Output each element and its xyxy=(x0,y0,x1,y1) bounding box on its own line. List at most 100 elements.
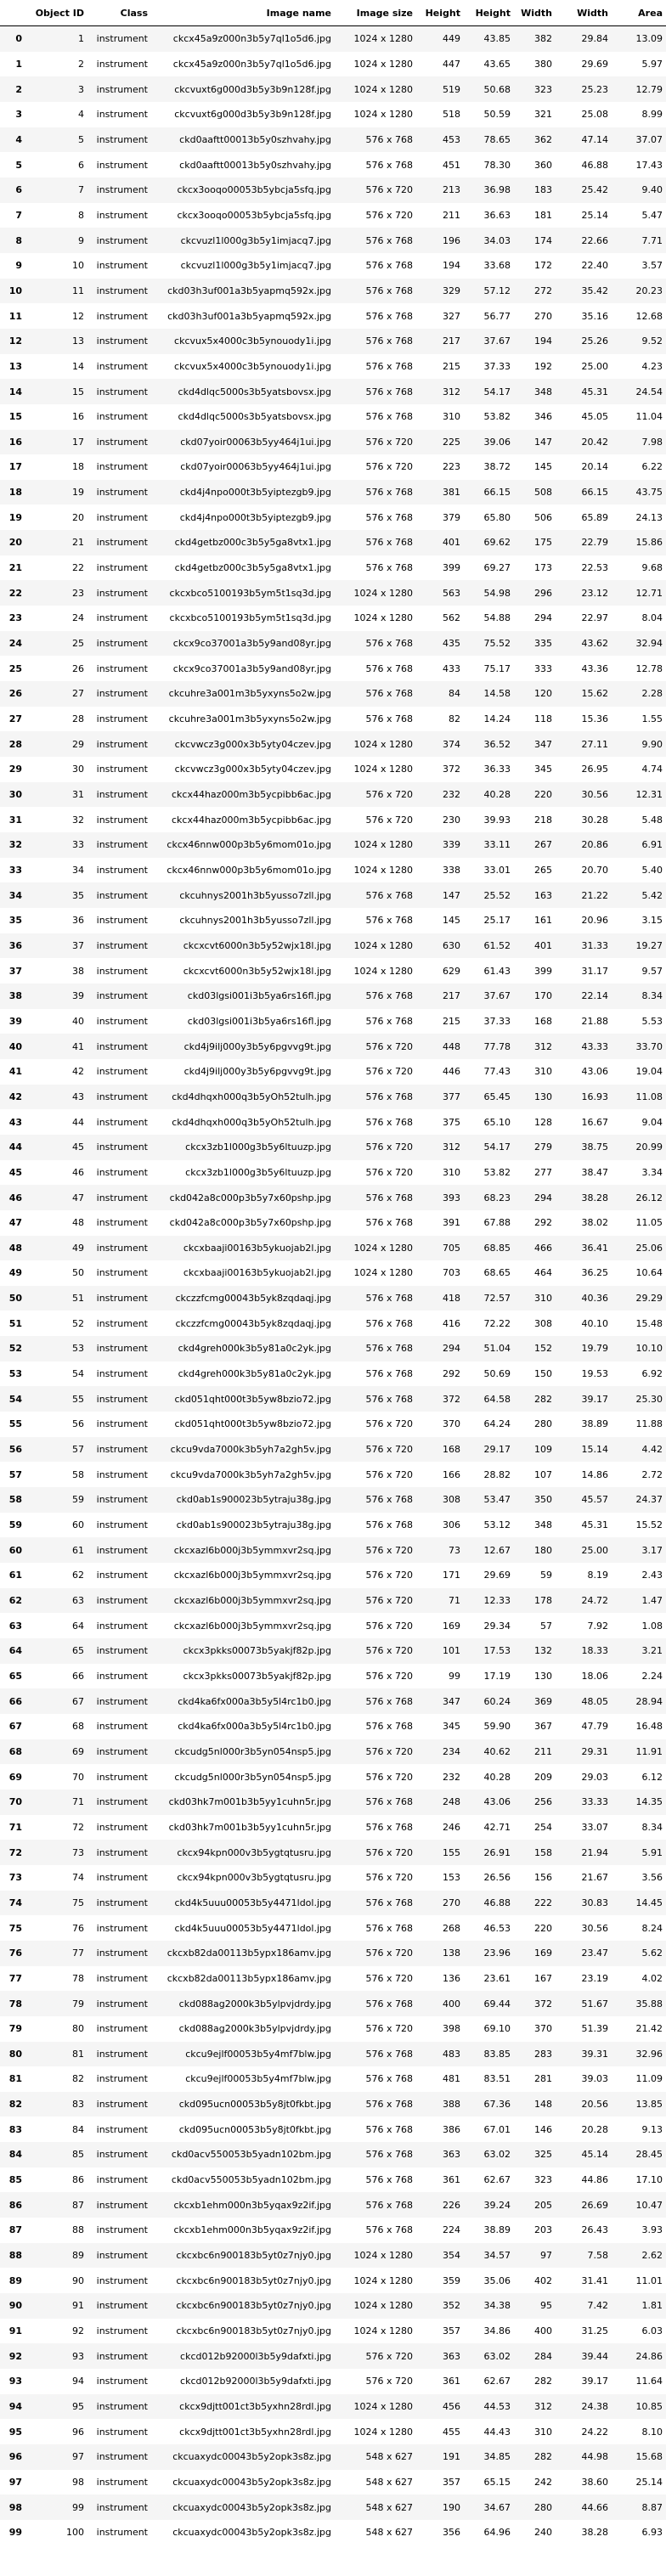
table-row: 6 7 instrument ckcx3ooqo00053b5ybcja5sfq.jp… xyxy=(0,177,666,203)
cell-index: 66 xyxy=(8,1695,22,1707)
cell-image-size: 1024 x 1280 xyxy=(353,839,414,851)
cell-area: 5.97 xyxy=(641,58,663,70)
cell-class: instrument xyxy=(96,2501,148,2513)
cell-object-id: 18 xyxy=(72,461,84,473)
cell-image-size: 576 x 768 xyxy=(365,1821,414,1833)
cell-width-px: 168 xyxy=(534,1015,552,1027)
table-row: 95 96 instrument ckcx9djtt001ct3b5yxhn28rdl… xyxy=(0,2419,666,2444)
table-header-row: Object ID Class Image name Image size Height… xyxy=(0,0,666,26)
cell-image-size: 1024 x 1280 xyxy=(353,965,414,977)
cell-height-px: 448 xyxy=(443,1040,460,1052)
cell-image-name: ckcu9vda7000k3b5yh7a2gh5v.jpg xyxy=(170,1468,331,1480)
cell-height-px: 230 xyxy=(443,814,460,826)
cell-width-pct: 29.84 xyxy=(581,33,609,45)
cell-width-px: 323 xyxy=(534,2174,552,2186)
cell-area: 11.04 xyxy=(635,411,663,423)
cell-image-name: ckd095ucn00053b5y8jt0fkbt.jpg xyxy=(178,2123,331,2135)
cell-height-pct: 61.52 xyxy=(483,939,511,951)
cell-image-name: ckd03h3uf001a3b5yapmq592x.jpg xyxy=(167,285,331,296)
cell-image-name: ckcx3ooqo00053b5ybcja5sfq.jpg xyxy=(177,209,331,221)
cell-object-id: 41 xyxy=(72,1040,84,1052)
cell-width-px: 242 xyxy=(534,2476,552,2488)
cell-object-id: 89 xyxy=(72,2250,84,2262)
cell-image-size: 1024 x 1280 xyxy=(353,612,414,624)
cell-class: instrument xyxy=(96,1570,148,1581)
cell-image-name: ckcx9djtt001ct3b5yxhn28rdl.jpg xyxy=(179,2426,331,2438)
cell-height-pct: 37.67 xyxy=(483,990,511,1002)
cell-object-id: 49 xyxy=(72,1242,84,1254)
cell-image-name: ckcx45a9z000n3b5y7ql1o5d6.jpg xyxy=(172,33,331,45)
cell-height-pct: 67.88 xyxy=(483,1217,511,1229)
cell-image-name: ckcx9co37001a3b5y9and08yr.jpg xyxy=(172,662,331,674)
cell-width-pct: 23.19 xyxy=(581,1972,609,1984)
cell-image-name: ckcx3pkks00073b5yakjf82p.jpg xyxy=(183,1670,331,1682)
cell-image-name: ckcu9ejlf00053b5y4mf7blw.jpg xyxy=(185,2048,331,2060)
cell-image-name: ckd4dhqxh000q3b5yOh52tulh.jpg xyxy=(172,1116,331,1128)
table-row: 89 90 instrument ckcxbc6n900183b5yt0z7njy0.… xyxy=(0,2268,666,2293)
cell-index: 87 xyxy=(8,2224,22,2236)
cell-image-size: 1024 x 1280 xyxy=(353,2274,414,2286)
cell-index: 4 xyxy=(15,133,22,145)
cell-height-px: 82 xyxy=(449,713,460,725)
cell-area: 6.91 xyxy=(641,839,663,851)
cell-object-id: 75 xyxy=(72,1897,84,1908)
cell-image-name: ckcudg5nl000r3b5yn054nsp5.jpg xyxy=(174,1745,331,1757)
cell-height-px: 391 xyxy=(443,1217,460,1229)
cell-area: 9.57 xyxy=(641,965,663,977)
column-header-image-size: Image size xyxy=(335,0,416,26)
cell-class: instrument xyxy=(96,915,148,927)
cell-index: 13 xyxy=(8,360,22,372)
cell-index: 36 xyxy=(8,939,22,951)
cell-class: instrument xyxy=(96,1872,148,1884)
cell-class: instrument xyxy=(96,1468,148,1480)
cell-image-size: 576 x 768 xyxy=(365,1998,414,2010)
cell-width-pct: 47.79 xyxy=(581,1721,609,1733)
cell-height-px: 310 xyxy=(443,411,460,423)
cell-height-pct: 36.63 xyxy=(483,209,511,221)
cell-object-id: 38 xyxy=(72,965,84,977)
cell-object-id: 58 xyxy=(72,1468,84,1480)
cell-area: 1.47 xyxy=(641,1595,663,1607)
cell-area: 5.40 xyxy=(641,864,663,876)
cell-class: instrument xyxy=(96,2426,148,2438)
cell-class: instrument xyxy=(96,713,148,725)
cell-object-id: 97 xyxy=(72,2451,84,2463)
cell-index: 52 xyxy=(8,1343,22,1355)
cell-width-pct: 14.86 xyxy=(581,1468,609,1480)
table-row: 59 60 instrument ckd0ab1s900023b5ytraju38g.… xyxy=(0,1513,666,1538)
cell-image-size: 548 x 627 xyxy=(365,2527,414,2539)
cell-width-px: 174 xyxy=(534,234,552,246)
cell-width-pct: 20.42 xyxy=(581,436,609,448)
cell-width-pct: 44.86 xyxy=(581,2174,609,2186)
cell-image-size: 576 x 720 xyxy=(365,1468,414,1480)
table-row: 40 41 instrument ckd4j9ilj000y3b5y6pgvvg9t.… xyxy=(0,1034,666,1059)
cell-area: 10.47 xyxy=(635,2199,663,2211)
cell-image-size: 548 x 627 xyxy=(365,2476,414,2488)
cell-image-name: ckcuaxydc00043b5y2opk3s8z.jpg xyxy=(172,2501,331,2513)
cell-class: instrument xyxy=(96,2451,148,2463)
cell-image-name: ckd4dlqc5000s3b5yatsbovsx.jpg xyxy=(178,411,331,423)
cell-object-id: 12 xyxy=(72,310,84,322)
cell-object-id: 60 xyxy=(72,1519,84,1531)
cell-area: 3.56 xyxy=(641,1872,663,1884)
cell-height-pct: 37.33 xyxy=(483,1015,511,1027)
cell-image-name: ckcxazl6b000j3b5ymmxvr2sq.jpg xyxy=(173,1570,331,1581)
cell-height-px: 308 xyxy=(443,1494,460,1506)
cell-object-id: 71 xyxy=(72,1796,84,1808)
cell-width-px: 369 xyxy=(534,1695,552,1707)
cell-area: 11.08 xyxy=(635,1091,663,1102)
cell-image-name: ckcx3zb1l000g3b5y6ltuuzp.jpg xyxy=(185,1141,331,1153)
cell-width-px: 325 xyxy=(534,2149,552,2161)
cell-width-px: 367 xyxy=(534,1721,552,1733)
cell-width-pct: 20.28 xyxy=(581,2123,609,2135)
cell-object-id: 91 xyxy=(72,2300,84,2312)
cell-height-px: 481 xyxy=(443,2073,460,2085)
cell-area: 15.52 xyxy=(635,1519,663,1531)
cell-width-pct: 38.47 xyxy=(581,1166,609,1178)
cell-width-pct: 7.58 xyxy=(587,2250,609,2262)
cell-width-pct: 22.66 xyxy=(581,234,609,246)
cell-index: 69 xyxy=(8,1771,22,1783)
table-row: 46 47 instrument ckd042a8c000p3b5y7x60pshp.… xyxy=(0,1185,666,1210)
cell-object-id: 28 xyxy=(72,713,84,725)
table-row: 93 94 instrument ckcd012b92000l3b5y9dafxti.… xyxy=(0,2369,666,2394)
